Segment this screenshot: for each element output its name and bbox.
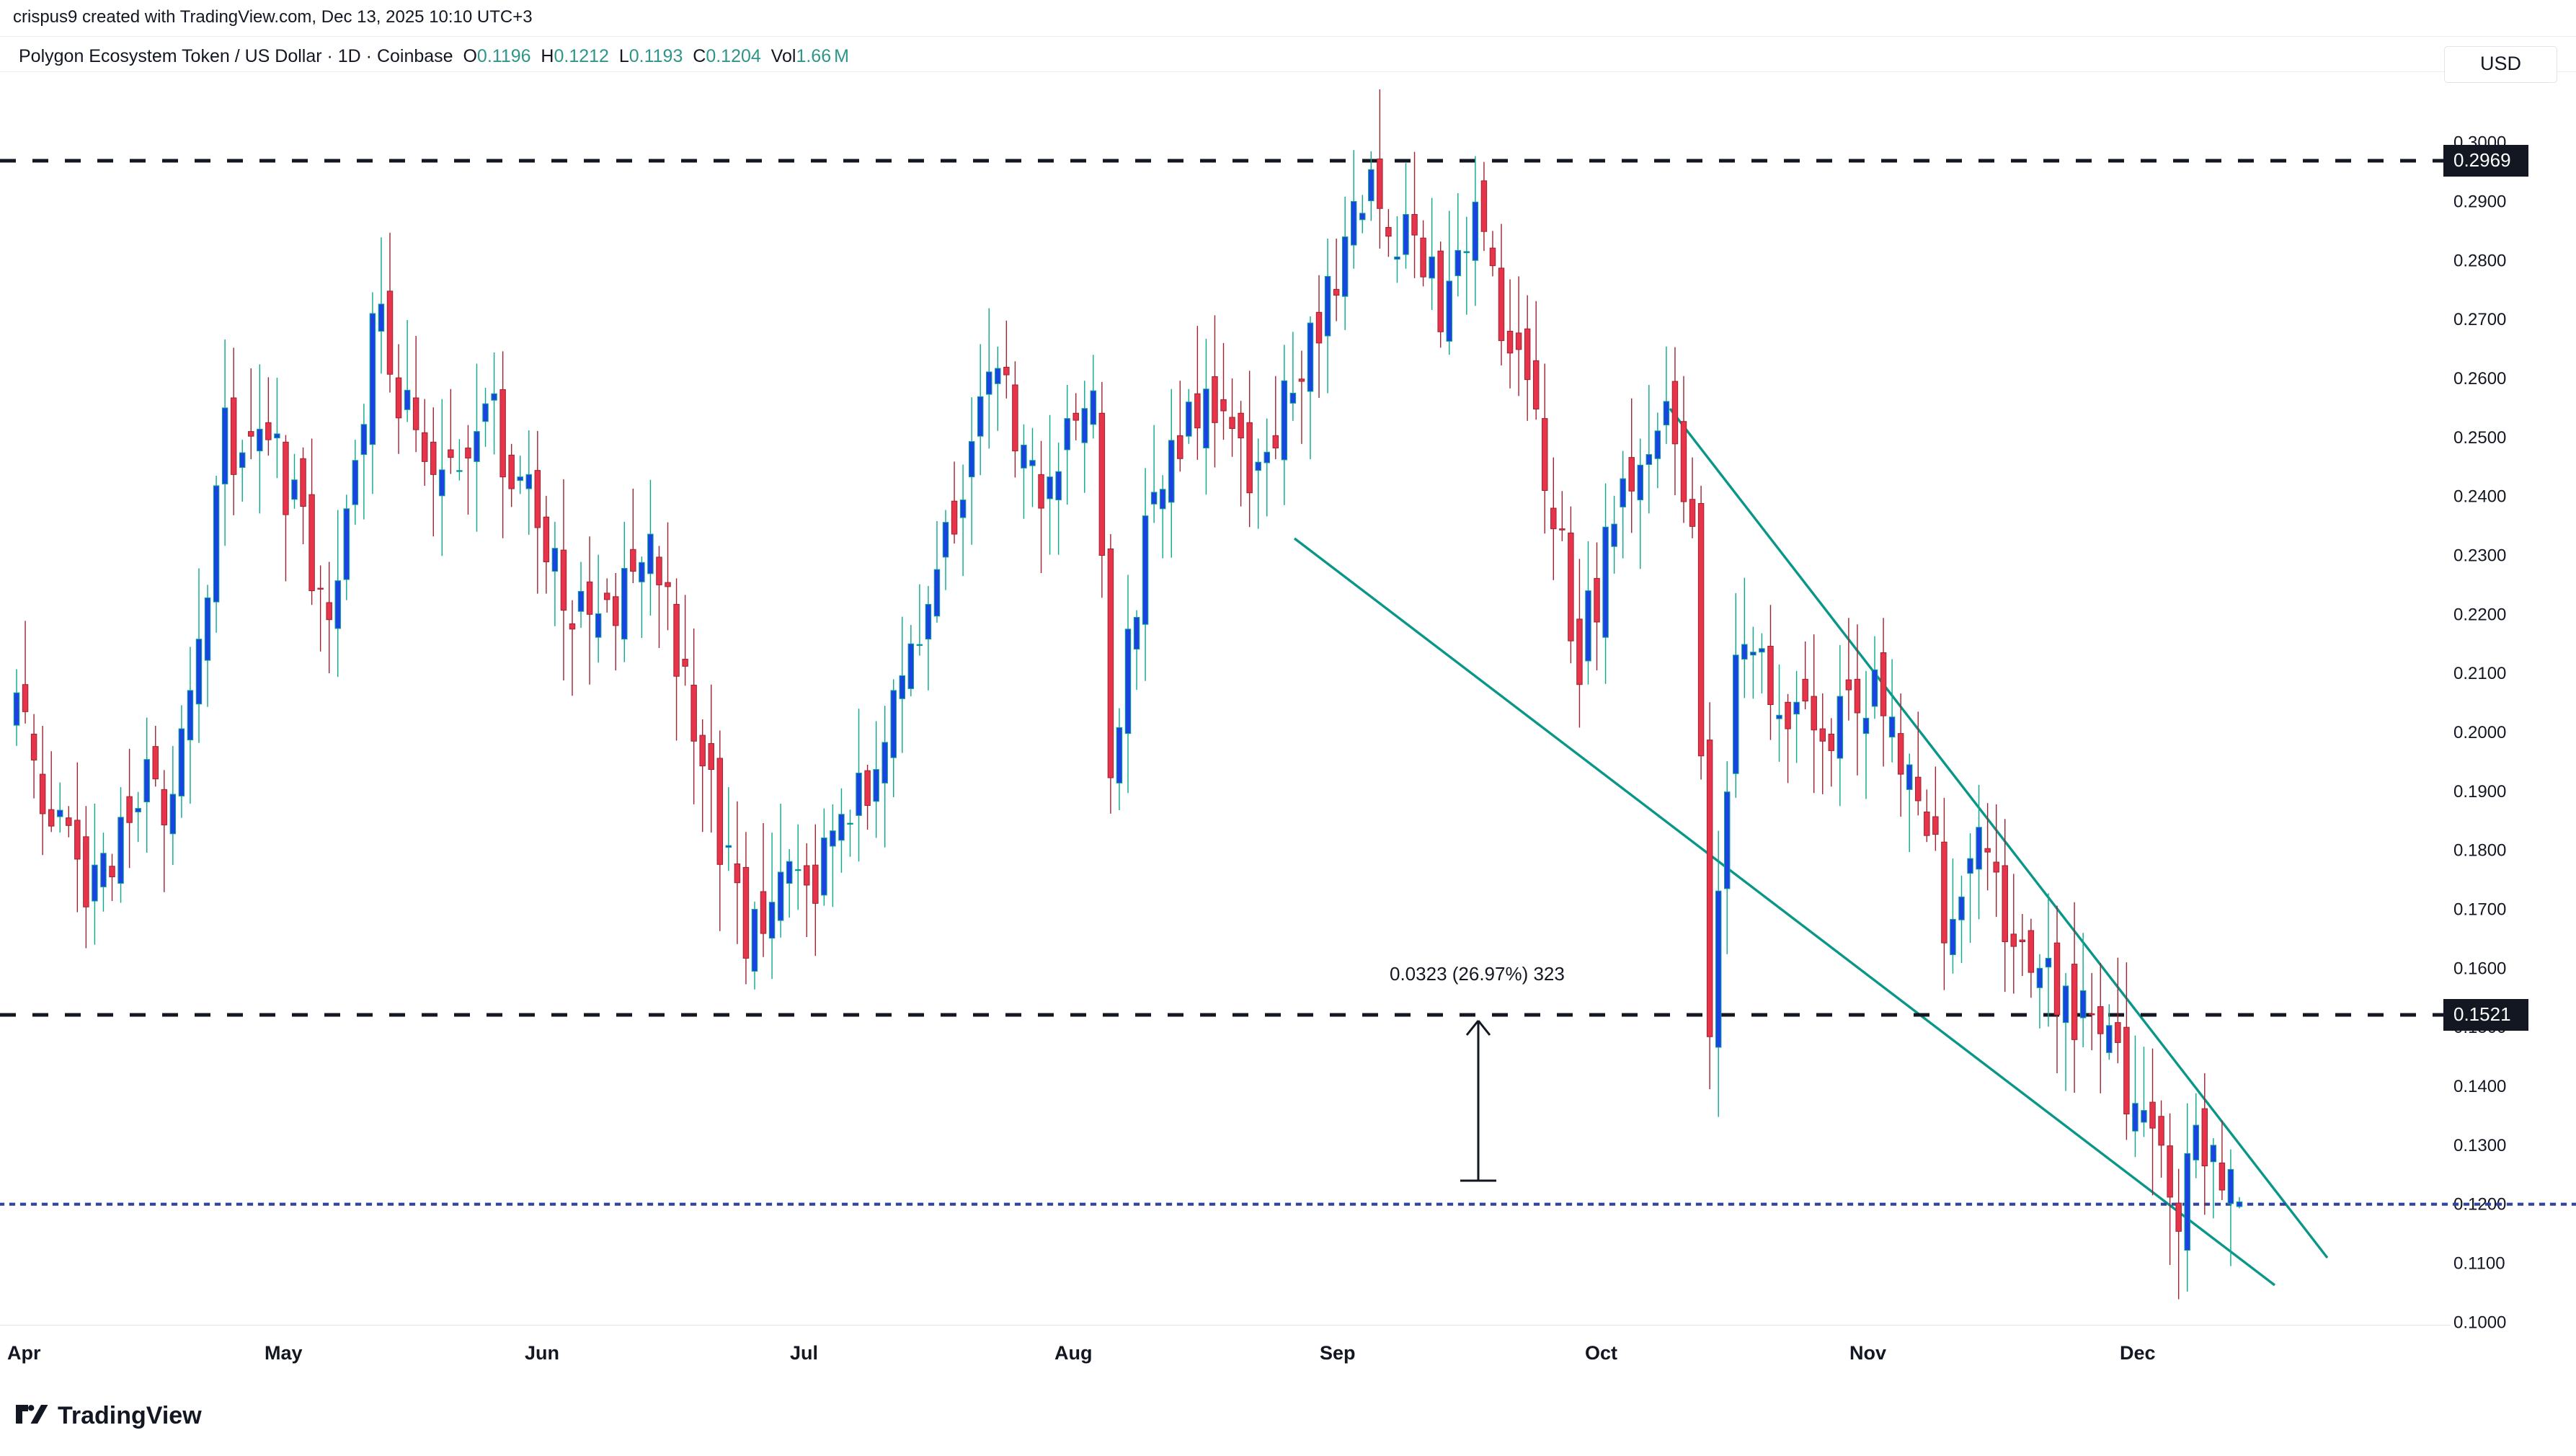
svg-text:0.2400: 0.2400 xyxy=(2453,487,2506,507)
svg-text:0.2500: 0.2500 xyxy=(2453,428,2506,448)
svg-text:0.1100: 0.1100 xyxy=(2453,1254,2505,1274)
svg-text:0.1521: 0.1521 xyxy=(2453,1003,2511,1025)
svg-text:0.1900: 0.1900 xyxy=(2453,782,2506,802)
svg-text:0.2800: 0.2800 xyxy=(2453,251,2506,270)
svg-text:0.0323 (26.97%) 323: 0.0323 (26.97%) 323 xyxy=(1390,963,1565,985)
svg-text:0.2000: 0.2000 xyxy=(2453,723,2506,742)
svg-text:0.1800: 0.1800 xyxy=(2453,841,2506,861)
svg-text:0.2969: 0.2969 xyxy=(2453,149,2511,171)
svg-text:0.2100: 0.2100 xyxy=(2453,664,2506,683)
svg-text:0.1300: 0.1300 xyxy=(2453,1136,2506,1155)
svg-text:0.2700: 0.2700 xyxy=(2453,310,2506,329)
svg-text:0.2900: 0.2900 xyxy=(2453,192,2506,211)
svg-text:0.1600: 0.1600 xyxy=(2453,959,2506,978)
svg-text:0.1400: 0.1400 xyxy=(2453,1077,2506,1096)
svg-text:0.1000: 0.1000 xyxy=(2453,1313,2506,1332)
svg-text:0.2300: 0.2300 xyxy=(2453,546,2506,565)
svg-text:0.2600: 0.2600 xyxy=(2453,369,2506,389)
svg-text:0.2200: 0.2200 xyxy=(2453,605,2506,624)
svg-text:0.1700: 0.1700 xyxy=(2453,900,2506,920)
